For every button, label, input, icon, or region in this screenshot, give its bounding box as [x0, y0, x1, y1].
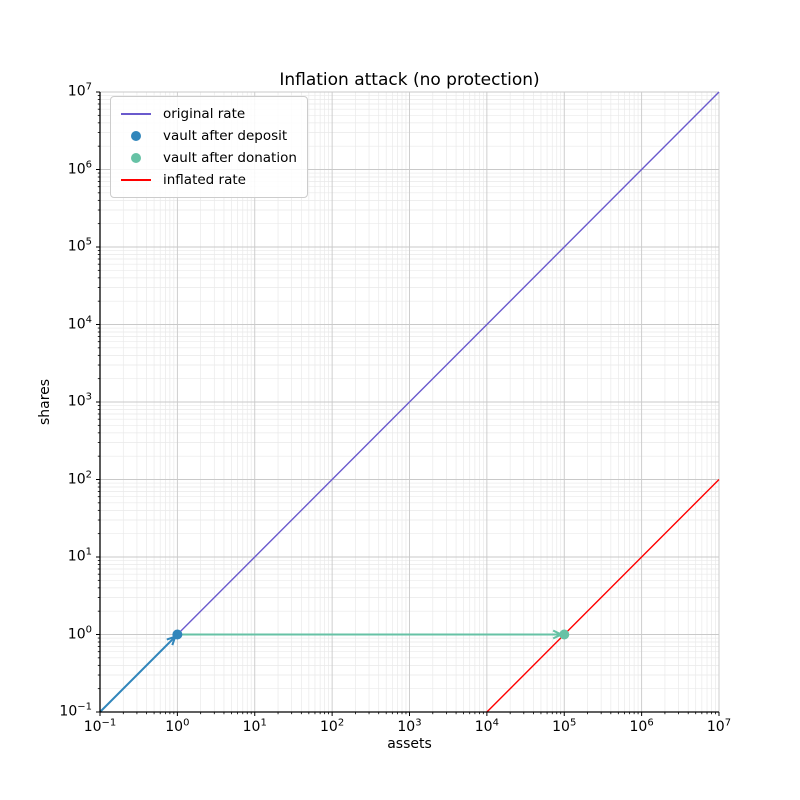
x-tick-label: 103 — [397, 717, 422, 735]
y-tick-label: 10−1 — [59, 701, 92, 720]
legend-line-swatch — [121, 179, 151, 181]
legend-marker-sample — [117, 131, 155, 141]
legend-label: vault after deposit — [163, 128, 288, 144]
x-axis-label: assets — [387, 736, 432, 752]
legend: original rate vault after deposit vault af… — [110, 96, 308, 198]
deposit-arrow-shaft — [99, 635, 176, 713]
series-line-original-rate — [99, 91, 720, 713]
legend-entry-vault-after-deposit: vault after deposit — [117, 125, 297, 147]
legend-line-sample — [117, 113, 155, 115]
legend-entry-vault-after-donation: vault after donation — [117, 147, 297, 169]
legend-marker-swatch — [131, 131, 141, 141]
scatter-point-vault-after-donation — [559, 629, 570, 640]
legend-label: inflated rate — [163, 172, 246, 188]
y-tick-label: 103 — [67, 391, 92, 410]
x-tick-label: 107 — [706, 717, 732, 735]
x-tick-label: 104 — [474, 717, 499, 735]
y-axis-label: shares — [37, 378, 53, 426]
legend-line-swatch — [121, 113, 151, 115]
legend-label: original rate — [163, 106, 246, 122]
x-tick-label: 100 — [165, 717, 190, 735]
legend-entry-inflated-rate: inflated rate — [117, 169, 297, 191]
x-tick-label: 106 — [629, 717, 654, 735]
x-tick-label: 101 — [242, 717, 267, 735]
legend-line-sample — [117, 179, 155, 181]
x-tick-label: 10−1 — [83, 717, 117, 735]
legend-marker-swatch — [131, 153, 141, 163]
scatter-point-vault-after-deposit — [172, 629, 183, 640]
x-tick-label: 102 — [320, 717, 345, 735]
legend-label: vault after donation — [163, 150, 297, 166]
legend-marker-sample — [117, 153, 155, 163]
y-tick-label: 102 — [67, 469, 92, 487]
y-tick-label: 104 — [67, 314, 92, 332]
chart-title: Inflation attack (no protection) — [279, 70, 540, 90]
series-line-inflated-rate — [486, 479, 720, 713]
legend-entry-original-rate: original rate — [117, 103, 297, 125]
y-tick-label: 106 — [67, 159, 92, 177]
x-tick-label: 105 — [552, 717, 577, 735]
y-tick-label: 101 — [67, 546, 92, 565]
y-tick-label: 107 — [67, 81, 92, 100]
y-tick-label: 105 — [67, 236, 92, 255]
y-tick-label: 100 — [67, 624, 92, 642]
